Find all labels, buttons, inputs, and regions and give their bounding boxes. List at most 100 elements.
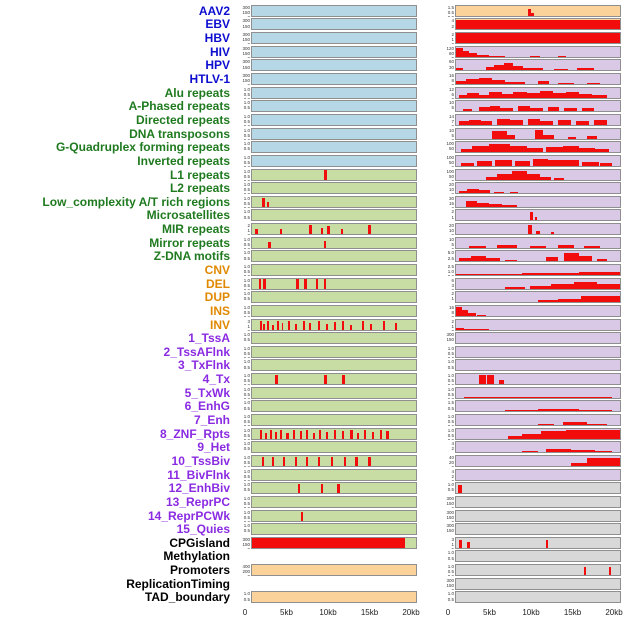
data-bar <box>470 256 486 262</box>
x-tick-label: 5kb <box>280 608 293 618</box>
track-panel-left <box>251 454 417 467</box>
y-axis-ticks-right: 300 150 0 <box>446 577 454 590</box>
data-bar <box>547 160 565 166</box>
y-axis-ticks-right: 300 150 0 <box>446 495 454 508</box>
track-row: 3_TxFlnk 1.0 0.5 0.0 1.0 0.5 0.0 <box>0 359 630 373</box>
track-panel-left <box>251 304 417 317</box>
track-panel-right <box>455 127 621 140</box>
y-axis-ticks-right: 4 2 0 <box>451 18 454 30</box>
data-bar <box>469 245 486 248</box>
track-row: HPV 300 150 0 60 30 0 <box>0 59 630 73</box>
data-bar <box>263 323 266 330</box>
data-bar <box>324 374 328 385</box>
data-bar <box>371 431 374 439</box>
data-bar <box>294 324 297 330</box>
data-bar <box>464 328 489 330</box>
data-bar <box>528 119 540 125</box>
y-axis-ticks-left: 1.0 0.5 0.0 <box>243 168 250 181</box>
data-bar <box>309 225 312 235</box>
data-bar <box>480 121 493 125</box>
data-bar <box>521 433 542 439</box>
data-bar <box>510 120 524 125</box>
data-bar <box>306 429 309 439</box>
y-axis-ticks-left: 400 200 0 <box>242 564 250 576</box>
track-label: Methylation <box>163 549 230 564</box>
track-panel-left <box>251 441 417 454</box>
track-label: HPV <box>205 58 230 73</box>
y-axis-ticks-left: 1.0 0.5 0.0 <box>243 250 250 262</box>
track-panel-left <box>251 250 417 263</box>
y-axis-ticks-right: 6 3 0 <box>451 277 454 290</box>
track-panel-right <box>455 550 621 563</box>
data-bar <box>562 146 579 153</box>
track-panel-left <box>251 523 417 536</box>
data-bar <box>557 82 575 85</box>
track-panel-left <box>251 209 417 222</box>
track-label: DEL <box>206 276 230 291</box>
y-axis-ticks-left: 300 150 0 <box>242 4 250 17</box>
y-axis-ticks-right: 4 2 0 <box>451 468 454 481</box>
track-panel-left <box>251 400 417 413</box>
data-bar <box>296 279 299 289</box>
data-bar <box>255 229 258 235</box>
y-axis-ticks-left: 1.0 0.5 0.0 <box>243 127 250 140</box>
track-panel-right <box>455 332 621 345</box>
data-bar <box>265 432 268 439</box>
y-axis-ticks-left: 1.0 0.5 0.0 <box>243 141 250 153</box>
y-axis-ticks-right: 10 5 0 <box>448 236 454 249</box>
track-label: 9_Het <box>197 440 230 455</box>
data-bar <box>478 77 493 85</box>
track-label: 2_TssAFlnk <box>163 344 230 359</box>
data-bar <box>579 272 620 275</box>
track-row: MIR repeats 2 1 0 20 10 0 <box>0 222 630 236</box>
data-bar <box>562 422 588 426</box>
data-bar <box>557 119 571 125</box>
track-panel-right <box>455 359 621 372</box>
data-bar <box>529 211 534 221</box>
data-bar <box>529 285 552 289</box>
track-panel-right <box>455 209 621 222</box>
y-axis-ticks-left: 1.0 0.5 0.0 <box>243 591 250 603</box>
data-bar <box>302 321 305 330</box>
y-axis-ticks-left <box>235 550 251 562</box>
data-bar <box>260 320 263 330</box>
data-bar <box>467 189 479 194</box>
track-row: DEL 1.0 0.5 0.0 6 3 0 <box>0 277 630 291</box>
y-axis-ticks-left: 1.0 0.5 0.0 <box>243 113 250 126</box>
y-axis-ticks-right: 10 5 0 <box>448 100 454 112</box>
track-label: L2 repeats <box>169 181 230 196</box>
data-bar <box>595 149 609 153</box>
y-axis-ticks-left: 1.0 0.5 0.0 <box>243 427 250 440</box>
y-axis-ticks-right: 16 8 0 <box>448 304 454 317</box>
data-bar <box>266 202 270 207</box>
track-panel-left <box>251 195 417 208</box>
data-bar <box>325 431 328 439</box>
data-bar <box>490 105 501 112</box>
track-label: INS <box>209 303 230 318</box>
track-panel-right <box>455 86 621 99</box>
data-bar <box>597 258 607 262</box>
track-row: Z-DNA motifs 1.0 0.5 0.0 5.0 2.5 0.0 <box>0 250 630 264</box>
track-label: Low_complexity A/T rich regions <box>42 194 230 209</box>
track-panel-left <box>251 32 417 45</box>
data-bar <box>497 118 511 125</box>
x-tick-label: 20kb <box>605 608 623 618</box>
data-bar <box>575 121 589 125</box>
track-row: 8_ZNF_Rpts 1.0 0.5 0.0 1.0 0.5 0.0 <box>0 427 630 441</box>
y-axis-ticks-right: 100 50 0 <box>446 168 454 181</box>
track-panel-right <box>455 277 621 290</box>
data-bar <box>469 119 481 125</box>
track-panel-right <box>455 223 621 236</box>
data-bar <box>379 429 383 439</box>
data-bar <box>582 161 599 166</box>
data-bar <box>505 259 517 262</box>
x-axis-left: 0 5kb 10kb 15kb 20kb <box>243 604 420 622</box>
data-bar <box>495 159 512 166</box>
data-bar <box>485 67 494 71</box>
track-panel-left <box>251 536 417 549</box>
x-tick-label: 15kb <box>563 608 582 618</box>
data-bar <box>521 273 579 275</box>
data-bar <box>485 258 501 262</box>
track-panel-left <box>251 168 417 181</box>
track-row: AAV2 300 150 0 1.5 0.5 0.0 <box>0 4 630 18</box>
